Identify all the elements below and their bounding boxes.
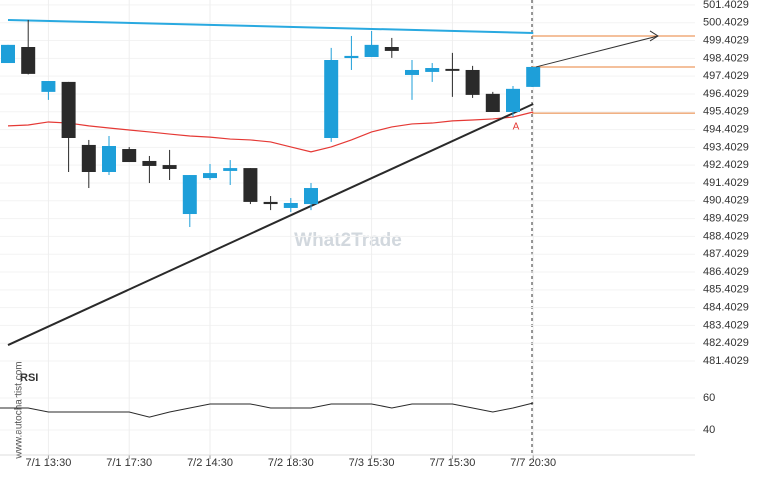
candle-body xyxy=(506,88,520,112)
candle-body xyxy=(61,81,76,138)
candle-body xyxy=(283,202,298,208)
y-tick-label: 498.4029 xyxy=(703,52,749,64)
x-tick-label: 7/3 15:30 xyxy=(349,457,395,469)
watermark: What2Trade xyxy=(294,230,402,251)
y-tick-label: 489.4029 xyxy=(703,213,749,225)
candle-body xyxy=(304,188,318,205)
candle-body xyxy=(122,149,137,163)
y-tick-label: 481.4029 xyxy=(703,355,749,367)
candle-body xyxy=(142,160,157,166)
candle-body xyxy=(243,168,258,202)
arrow-head xyxy=(649,30,659,42)
annotation: A xyxy=(513,122,520,133)
y-tick-label: 487.4029 xyxy=(703,248,749,260)
y-tick-label: 485.4029 xyxy=(703,284,749,296)
y-tick-label: 500.4029 xyxy=(703,17,749,29)
x-tick-label: 7/1 13:30 xyxy=(25,457,71,469)
x-tick-label: 7/2 14:30 xyxy=(187,457,233,469)
source-label: www.autochartist.com xyxy=(14,361,25,459)
candle-body xyxy=(102,146,116,173)
moving-average xyxy=(7,111,534,153)
candle-body xyxy=(21,47,36,74)
candle-body xyxy=(162,165,177,169)
trend-line xyxy=(7,103,534,346)
projection-arrow xyxy=(535,35,659,68)
rsi-tick-label: 40 xyxy=(703,424,715,436)
candle-body xyxy=(364,44,379,57)
candle-body xyxy=(384,47,399,51)
candle-body xyxy=(203,173,217,179)
candle-body xyxy=(465,69,480,95)
y-tick-label: 494.4029 xyxy=(703,123,749,135)
y-tick-label: 492.4029 xyxy=(703,159,749,171)
y-tick-label: 497.4029 xyxy=(703,70,749,82)
candle-body xyxy=(445,68,460,71)
candle-body xyxy=(182,175,197,215)
candle-body xyxy=(263,201,278,205)
candle-body xyxy=(1,44,15,64)
candle-body xyxy=(41,81,56,92)
y-tick-label: 482.4029 xyxy=(703,337,749,349)
candle-body xyxy=(344,55,359,59)
y-tick-label: 491.4029 xyxy=(703,177,749,189)
candle-body xyxy=(223,168,238,171)
candle-body xyxy=(526,66,541,87)
y-tick-label: 496.4029 xyxy=(703,88,749,100)
x-tick-label: 7/2 18:30 xyxy=(268,457,314,469)
y-tick-label: 483.4029 xyxy=(703,319,749,331)
y-tick-label: 499.4029 xyxy=(703,34,749,46)
y-tick-label: 490.4029 xyxy=(703,195,749,207)
source-wrap: www.autochartist.com xyxy=(14,361,25,459)
y-tick-label: 501.4029 xyxy=(703,0,749,11)
candle-body xyxy=(81,144,96,173)
x-tick-label: 7/7 15:30 xyxy=(429,457,475,469)
x-tick-label: 7/7 20:30 xyxy=(510,457,556,469)
y-tick-label: 484.4029 xyxy=(703,302,749,314)
candle-body xyxy=(405,69,419,75)
y-tick-label: 493.4029 xyxy=(703,141,749,153)
candle-body xyxy=(425,68,440,72)
y-tick-label: 488.4029 xyxy=(703,230,749,242)
rsi-label: RSI xyxy=(20,372,38,384)
y-tick-label: 486.4029 xyxy=(703,266,749,278)
trend-line xyxy=(7,18,534,34)
y-tick-label: 495.4029 xyxy=(703,106,749,118)
rsi-tick-label: 60 xyxy=(703,392,715,404)
x-tick-label: 7/1 17:30 xyxy=(106,457,152,469)
candle-body xyxy=(324,60,339,138)
candle-body xyxy=(485,93,500,112)
rsi-line xyxy=(0,402,534,418)
